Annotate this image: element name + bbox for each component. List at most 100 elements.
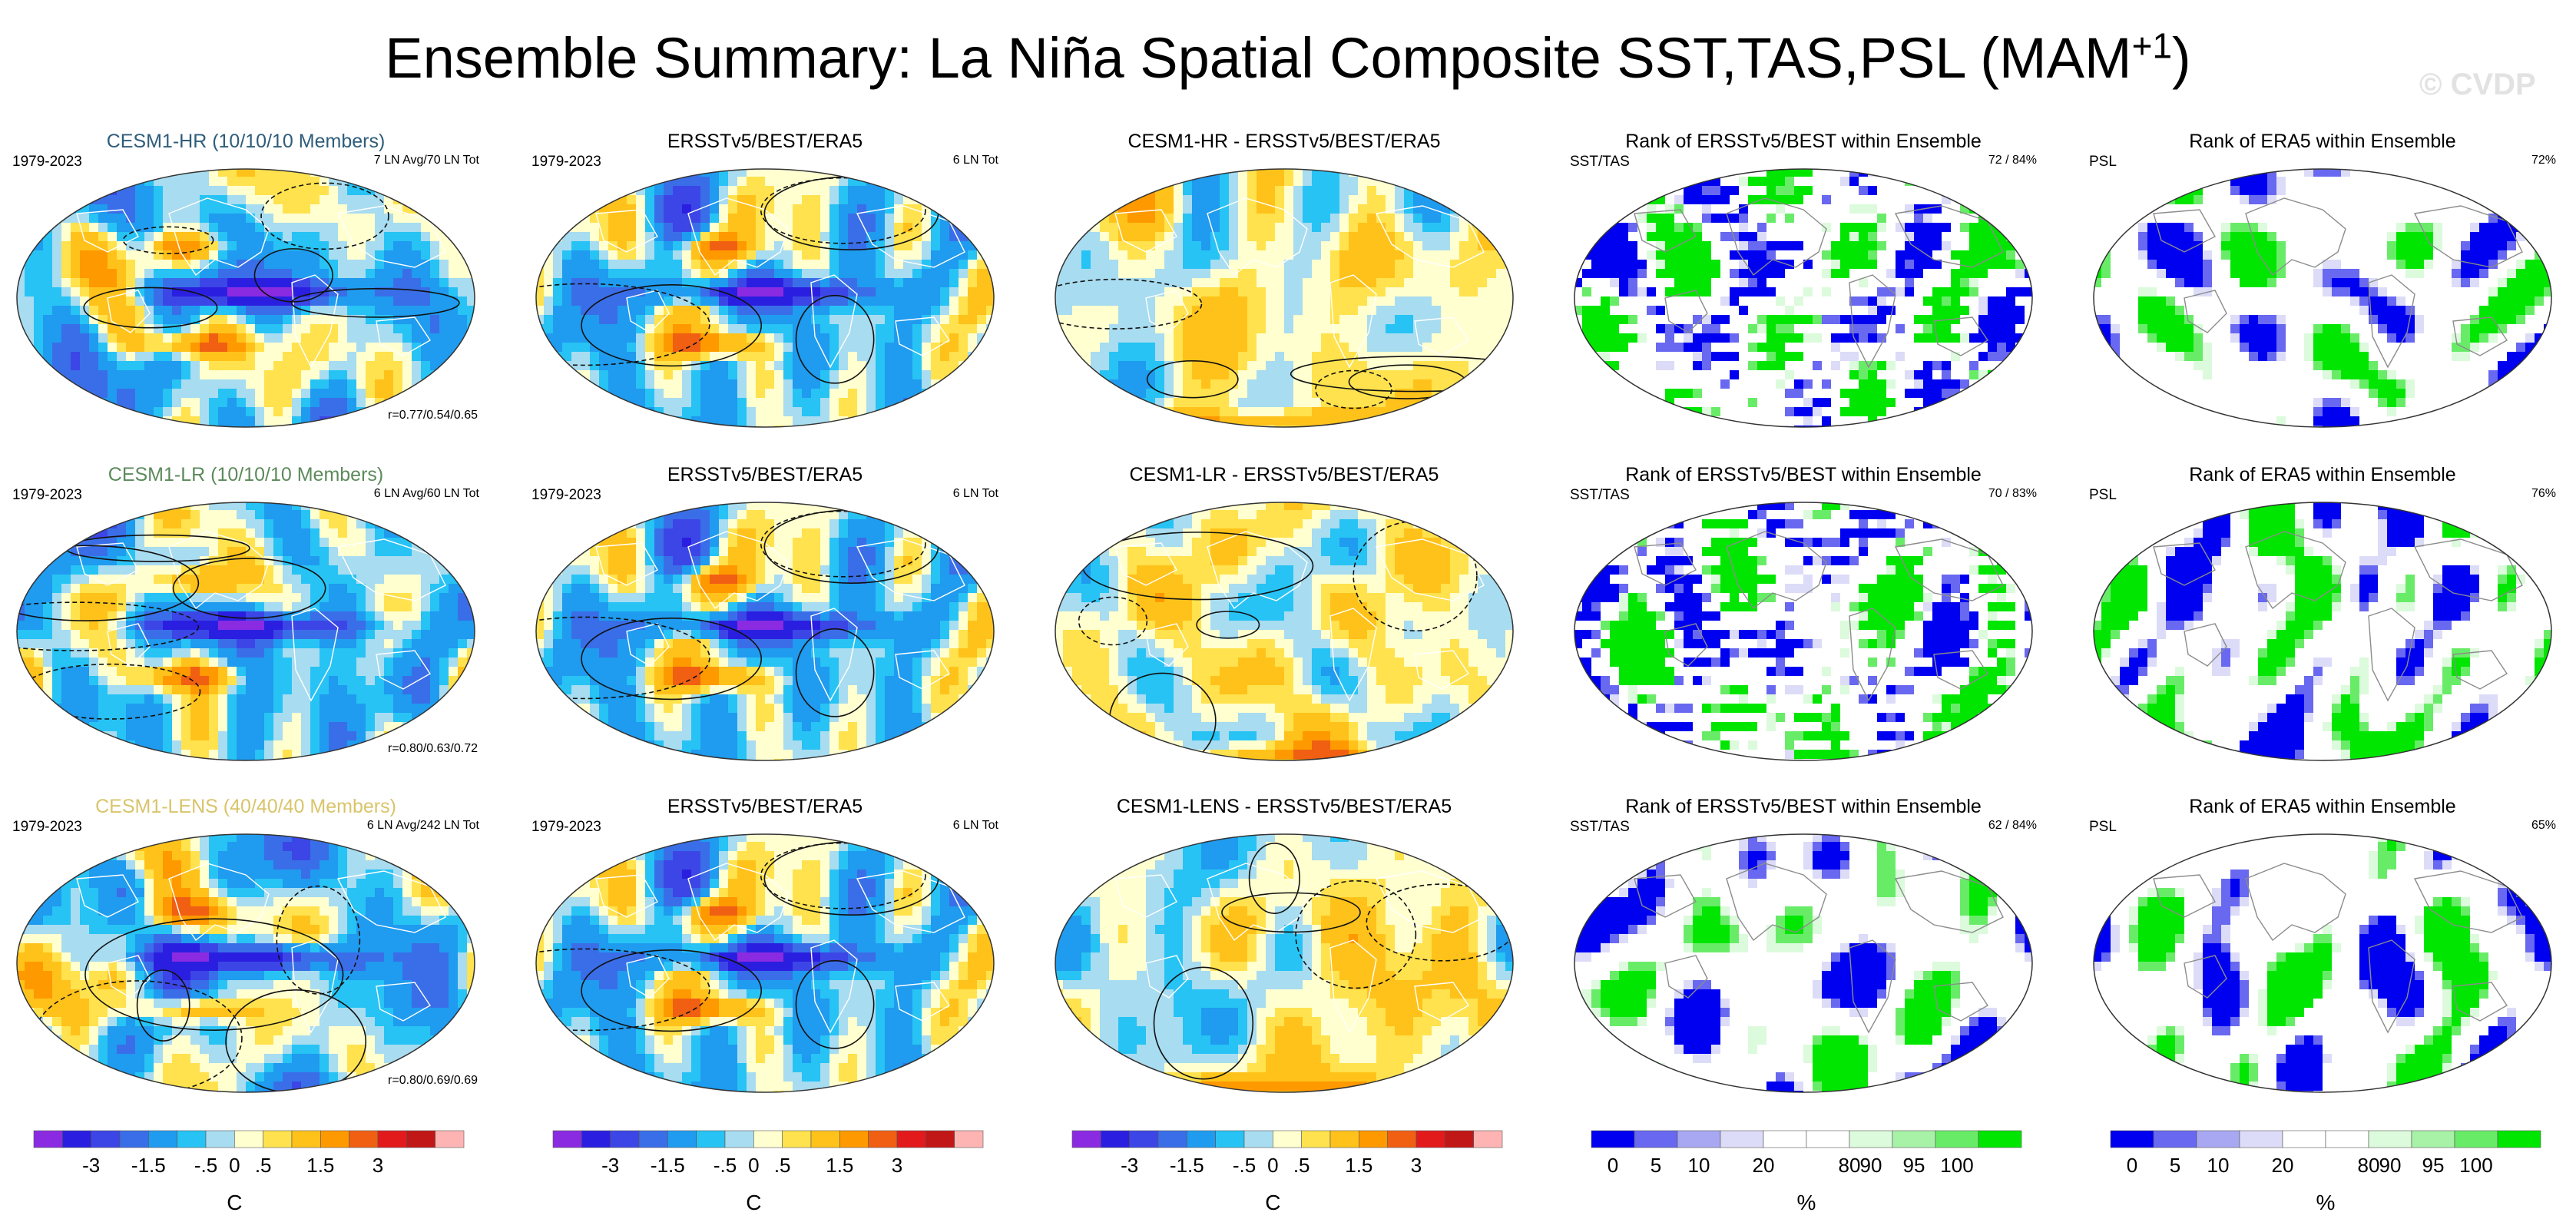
map-cell — [1432, 379, 1442, 389]
map-cell — [1284, 361, 1294, 371]
map-cell — [366, 204, 376, 214]
map-cell — [163, 260, 173, 270]
map-cell — [1395, 379, 1405, 389]
map-cell — [1183, 416, 1193, 426]
map-cell — [544, 169, 554, 177]
map-cell — [783, 398, 793, 408]
map-cell — [347, 343, 357, 353]
map-cell — [682, 324, 692, 334]
map-cell — [1063, 195, 1073, 205]
map-cell — [135, 379, 145, 389]
map-cell — [1072, 361, 1082, 371]
map-cell — [227, 306, 237, 316]
map-cell — [43, 352, 53, 362]
map-cell — [802, 416, 812, 426]
map-cell — [283, 169, 293, 177]
map-cell — [802, 269, 812, 279]
map-cell — [458, 370, 468, 380]
map-cell — [1247, 315, 1257, 325]
map-cell — [728, 204, 738, 214]
map-cell — [1932, 232, 1942, 242]
map-cell — [1591, 269, 1601, 279]
map-cell — [728, 333, 738, 343]
map-cell — [894, 361, 904, 371]
map-cell — [1591, 250, 1601, 260]
map-cell — [126, 426, 136, 427]
map-cell — [903, 186, 913, 196]
map-cell — [1720, 204, 1730, 214]
map-cell — [1450, 416, 1460, 426]
map-cell — [439, 398, 449, 408]
map-cell — [903, 177, 913, 187]
map-cell — [1349, 343, 1359, 353]
map-cell — [1192, 169, 1202, 177]
map-cell — [393, 324, 403, 334]
map-cell — [1468, 195, 1478, 205]
map-cell — [894, 416, 904, 426]
map-cell — [421, 361, 431, 371]
map-cell — [1487, 241, 1497, 251]
map-cell — [728, 398, 738, 408]
map-cell — [1201, 260, 1211, 270]
map-cell — [747, 352, 757, 362]
map-cell — [1081, 352, 1091, 362]
map-cell — [636, 195, 646, 205]
map-cell — [338, 398, 348, 408]
map-cell — [940, 186, 950, 196]
map-cell — [1978, 241, 1988, 251]
map-cell — [347, 416, 357, 426]
map-cell — [1951, 186, 1961, 196]
map-cell — [912, 343, 922, 353]
map-cell — [839, 333, 849, 343]
map-cell — [802, 426, 812, 427]
map-cell — [885, 315, 895, 325]
map-cell — [61, 223, 71, 233]
map-cell — [536, 250, 545, 260]
map-cell — [581, 223, 591, 233]
map-cell — [1192, 232, 1202, 242]
map-cell — [903, 287, 913, 297]
map-cell — [618, 269, 627, 279]
map-cell — [1201, 186, 1211, 196]
map-cell — [1441, 379, 1451, 389]
map-cell — [1266, 296, 1276, 306]
map-cell — [17, 195, 25, 205]
map-cell — [691, 407, 701, 417]
map-cell — [968, 214, 978, 224]
map-cell — [903, 223, 913, 233]
map-cell — [80, 324, 90, 334]
map-cell — [912, 169, 922, 177]
map-cell — [1450, 398, 1460, 408]
psl-contour — [1314, 369, 1392, 409]
map-cell — [811, 398, 821, 408]
map-cell — [273, 241, 283, 251]
map-cell — [329, 223, 339, 233]
continent-outline — [291, 274, 339, 369]
map-cell — [719, 269, 729, 279]
map-cell — [1164, 169, 1174, 177]
map-cell — [34, 389, 44, 399]
map-cell — [172, 398, 182, 408]
map-cell — [848, 232, 858, 242]
map-cell — [1146, 278, 1156, 288]
map-cell — [1238, 361, 1248, 371]
map-cell — [430, 407, 440, 417]
map-cell — [1582, 232, 1592, 242]
map-cell — [1174, 223, 1184, 233]
map-cell — [922, 195, 932, 205]
map-cell — [458, 214, 468, 224]
map-cell — [1395, 416, 1405, 426]
map-cell — [1293, 195, 1303, 205]
map-cell — [820, 250, 830, 260]
map-cell — [811, 407, 821, 417]
map-cell — [163, 416, 173, 426]
map-cell — [1201, 416, 1211, 426]
map-cell — [1358, 389, 1368, 399]
map-cell — [1591, 169, 1601, 177]
map-cell — [1702, 169, 1712, 177]
map-cell — [645, 361, 655, 371]
map-cell — [1591, 260, 1601, 270]
map-cell — [1118, 370, 1128, 380]
map-cell — [1459, 416, 1469, 426]
map-cell — [1468, 241, 1478, 251]
